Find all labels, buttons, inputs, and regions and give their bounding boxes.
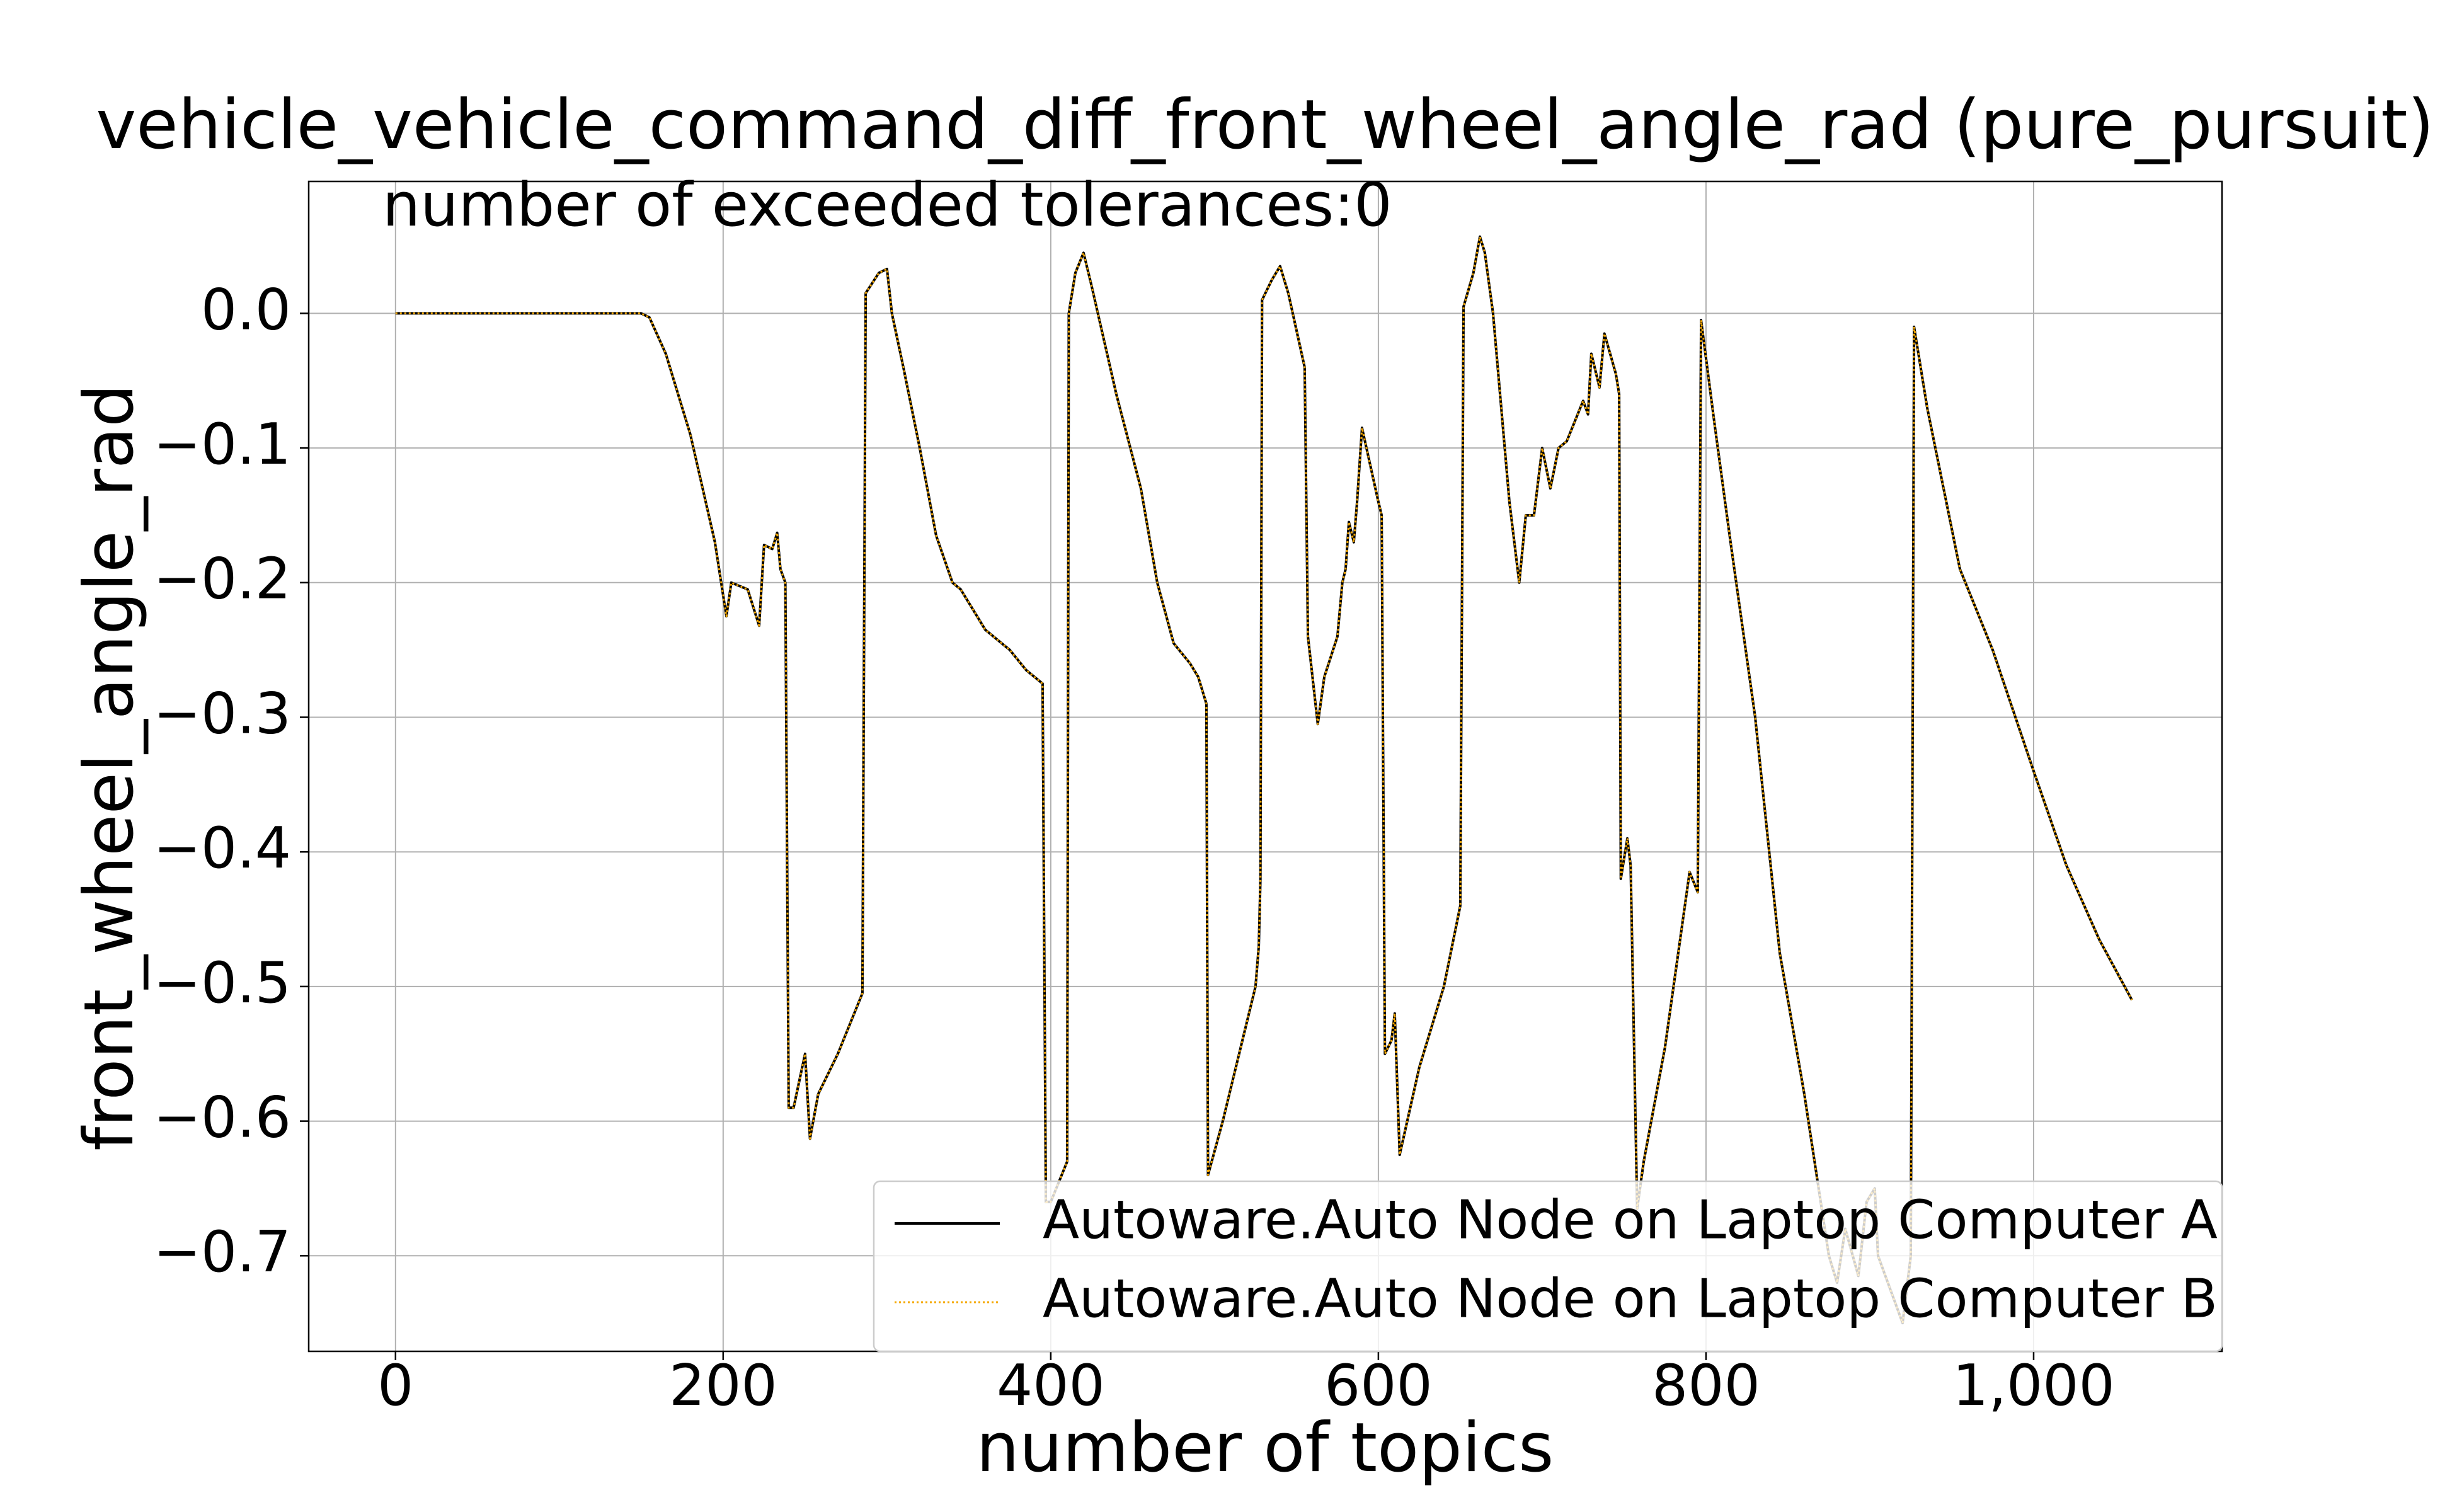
x-axis-label: number of topics [976, 1409, 1554, 1487]
legend-box [873, 1180, 2223, 1353]
y-tick-label: −0.2 [153, 546, 291, 612]
x-tick-label: 400 [997, 1353, 1105, 1419]
y-axis-label: front_wheel_angle_rad [70, 384, 149, 1150]
y-tick-label: 0.0 [201, 277, 291, 343]
data-line [395, 235, 2133, 1325]
x-tick-label: 200 [669, 1353, 777, 1419]
x-tick-label: 800 [1652, 1353, 1760, 1419]
chart-title: vehicle_vehicle_command_diff_front_wheel… [96, 86, 2434, 164]
y-tick-label: −0.6 [153, 1084, 291, 1150]
y-tick-label: −0.3 [153, 680, 291, 747]
y-tick-label: −0.1 [153, 411, 291, 478]
x-tick-label: 1,000 [1952, 1353, 2115, 1419]
x-tick-label: 0 [377, 1353, 413, 1419]
y-tick-label: −0.5 [153, 950, 291, 1016]
legend-label: Autoware.Auto Node on Laptop Computer A [1043, 1189, 2218, 1251]
x-tick-label: 600 [1324, 1353, 1433, 1419]
y-tick-label: −0.4 [153, 815, 291, 881]
annotation: number of exceeded tolerances:0 [382, 171, 1392, 240]
y-tick-label: −0.7 [153, 1219, 291, 1285]
legend-label: Autoware.Auto Node on Laptop Computer B [1043, 1268, 2218, 1330]
